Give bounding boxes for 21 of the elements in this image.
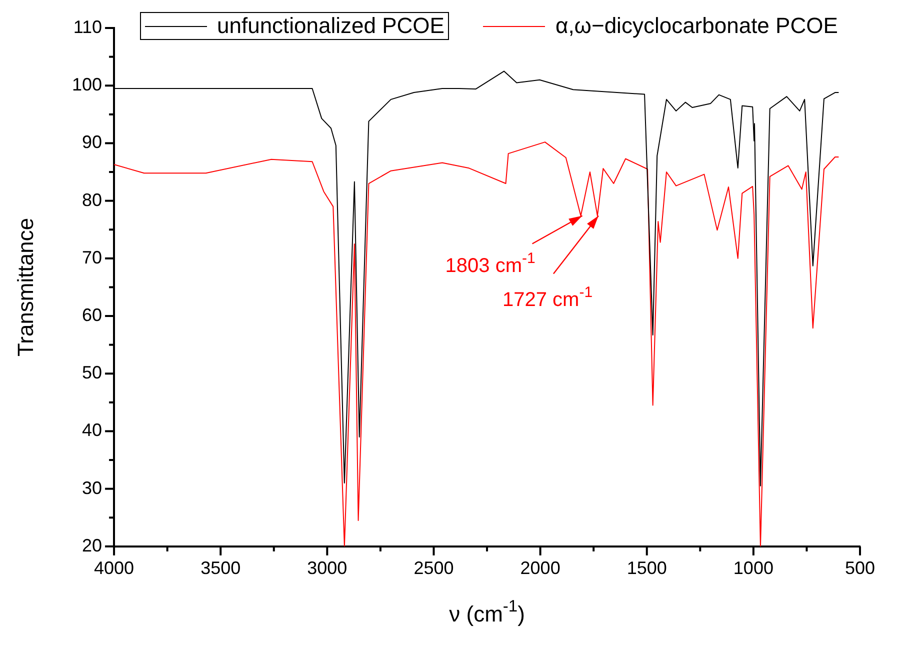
y-tick-label: 50 <box>82 362 102 383</box>
y-tick-label: 70 <box>82 247 102 268</box>
x-tick-label: 4000 <box>94 558 134 578</box>
y-axis-title: Transmittance <box>13 218 38 356</box>
y-tick-label: 90 <box>82 132 102 152</box>
x-tick-label: 3000 <box>307 558 348 578</box>
x-tick-label: 2500 <box>414 558 454 578</box>
x-tick-label: 1000 <box>733 558 774 578</box>
y-tick-label: 100 <box>72 74 102 95</box>
x-tick-label: 2000 <box>520 558 560 578</box>
y-tick-label: 80 <box>82 190 102 210</box>
x-tick-label: 500 <box>844 558 876 578</box>
y-tick-label: 60 <box>82 304 102 325</box>
x-tick-label: 3500 <box>200 558 241 578</box>
y-tick-label: 30 <box>82 478 102 498</box>
legend-label: α,ω−dicyclocarbonate PCOE <box>555 13 838 39</box>
y-tick-label: 20 <box>82 535 102 556</box>
y-tick-label: 40 <box>82 420 102 440</box>
x-tick-label: 1500 <box>626 558 667 578</box>
y-tick-label: 110 <box>73 16 102 37</box>
legend-label: unfunctionalized PCOE <box>217 13 444 39</box>
